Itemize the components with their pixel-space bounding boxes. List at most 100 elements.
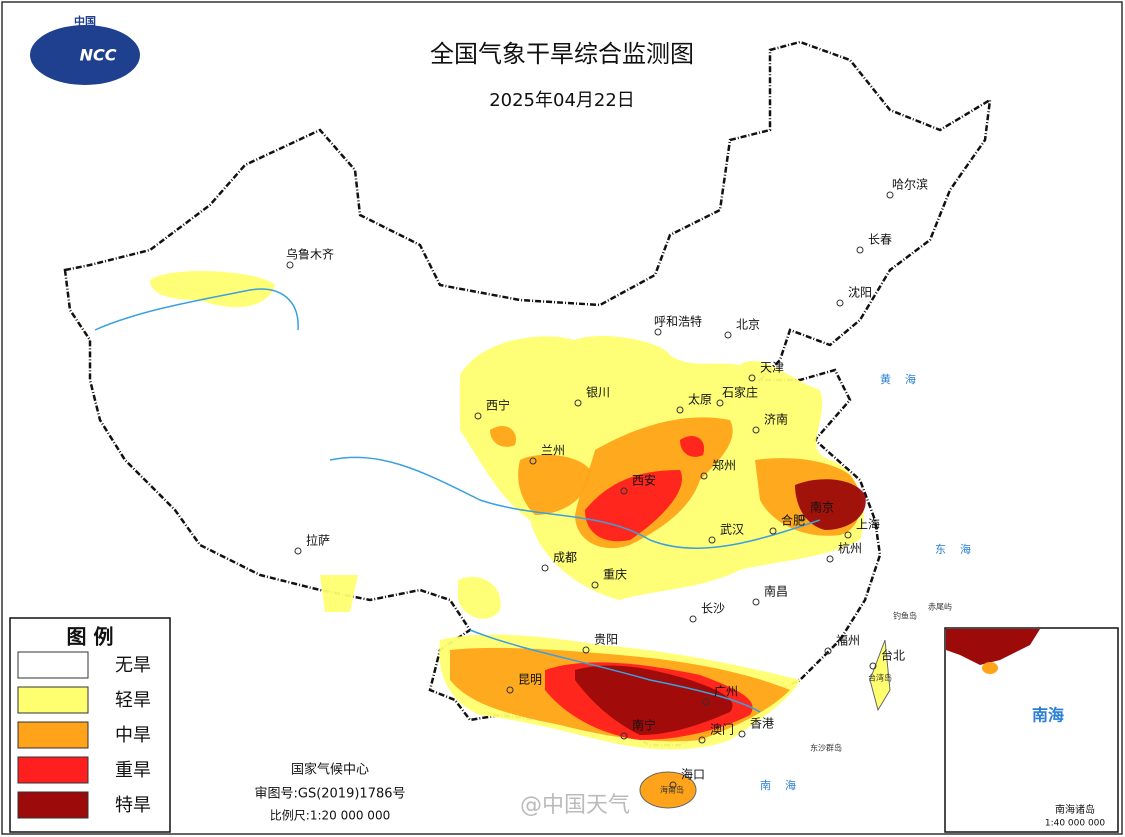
city-label: 成都	[553, 551, 577, 565]
inset-scale: 1:40 000 000	[1045, 819, 1106, 829]
city-marker	[826, 555, 834, 563]
city-label: 北京	[736, 318, 760, 332]
city-label: 银川	[586, 386, 610, 400]
city-marker	[506, 686, 514, 694]
logo: 中国 NCC	[30, 14, 140, 85]
inset-title: 南海诸岛	[1055, 803, 1095, 816]
legend-label: 特旱	[115, 795, 151, 816]
logo-globe	[30, 25, 140, 85]
legend-label: 轻旱	[115, 690, 151, 711]
city-label: 西宁	[486, 398, 510, 413]
city-marker	[824, 647, 832, 655]
city-marker	[702, 698, 710, 706]
island-label: 海南岛	[660, 785, 684, 795]
island-label: 东沙群岛	[810, 743, 842, 753]
inset-coast	[946, 629, 1040, 665]
city-marker	[620, 732, 628, 740]
logo-mark: NCC	[80, 46, 117, 65]
city-label: 长春	[868, 233, 892, 247]
city-marker	[591, 581, 599, 589]
city-marker	[844, 531, 852, 539]
rivers	[94, 288, 821, 713]
city-label: 杭州	[838, 541, 862, 556]
city-marker	[748, 374, 756, 382]
legend-label: 无旱	[115, 655, 151, 676]
watermark: @中国天气	[520, 793, 630, 818]
inset: 南海 南海诸岛 1:40 000 000	[944, 627, 1119, 833]
sea-label: 南海	[760, 778, 810, 792]
logo-text: 中国	[74, 14, 96, 28]
city-marker	[724, 331, 732, 339]
city-marker	[669, 781, 677, 789]
city-marker	[698, 736, 706, 744]
city-marker	[620, 487, 628, 495]
city-marker	[752, 426, 760, 434]
city-marker	[886, 191, 894, 199]
city-label: 台北	[881, 648, 905, 663]
city-marker	[708, 536, 716, 544]
city-marker	[700, 472, 708, 480]
drought-area	[795, 479, 866, 530]
city-label: 昆明	[518, 673, 542, 687]
sea-label: 黄海	[880, 372, 930, 386]
city-marker	[574, 399, 582, 407]
scale: 比例尺:1:20 000 000	[270, 809, 390, 823]
drought-area	[150, 270, 275, 308]
city-marker	[286, 261, 294, 269]
city-marker	[869, 662, 877, 670]
hainan	[639, 771, 697, 809]
drought-area	[320, 575, 358, 612]
city-marker	[689, 615, 697, 623]
city-label: 乌鲁木齐	[286, 247, 334, 262]
city-label: 石家庄	[722, 385, 758, 400]
island-label: 赤尾屿	[928, 603, 952, 612]
legend-swatch	[17, 651, 89, 679]
city-label: 重庆	[603, 568, 627, 582]
legend-swatch	[17, 686, 89, 714]
drought-area	[458, 576, 501, 619]
island-label: 台湾岛	[868, 673, 892, 683]
city-label: 呼和浩特	[654, 314, 702, 329]
legend-label: 重旱	[115, 760, 151, 781]
city-marker	[716, 399, 724, 407]
drought-area	[490, 425, 516, 447]
city-marker	[676, 406, 684, 414]
city-label: 上海	[856, 517, 880, 532]
legend-swatch	[17, 791, 89, 819]
city-label: 南京	[810, 500, 834, 515]
legend-swatch	[17, 721, 89, 749]
drought-areas	[150, 270, 866, 750]
city-marker	[798, 514, 806, 522]
city-label: 广州	[714, 685, 738, 699]
city-label: 西安	[632, 473, 656, 488]
city-marker	[541, 564, 549, 572]
city-label: 香港	[750, 717, 774, 731]
city-marker	[738, 730, 746, 738]
agency: 国家气候中心	[291, 762, 369, 778]
inset-hainan	[982, 662, 998, 674]
city-label: 沈阳	[848, 285, 872, 300]
city-label: 太原	[688, 392, 712, 407]
city-marker	[582, 646, 590, 654]
date: 2025年04月22日	[489, 90, 635, 111]
city-marker	[836, 299, 844, 307]
city-label: 武汉	[720, 523, 744, 537]
city-label: 兰州	[541, 444, 565, 458]
inset-box	[944, 627, 1119, 833]
city-label: 南宁	[632, 718, 656, 733]
inset-sea: 南海	[1032, 706, 1064, 725]
city-marker	[474, 412, 482, 420]
city-label: 天津	[760, 361, 784, 375]
city-label: 福州	[836, 633, 860, 648]
city-label: 哈尔滨	[892, 177, 928, 192]
city-label: 贵阳	[594, 633, 618, 647]
drought-area	[680, 435, 705, 457]
legend-title: 图 例	[67, 625, 114, 649]
city-marker	[752, 598, 760, 606]
city-marker	[769, 527, 777, 535]
city-label: 拉萨	[306, 533, 330, 548]
